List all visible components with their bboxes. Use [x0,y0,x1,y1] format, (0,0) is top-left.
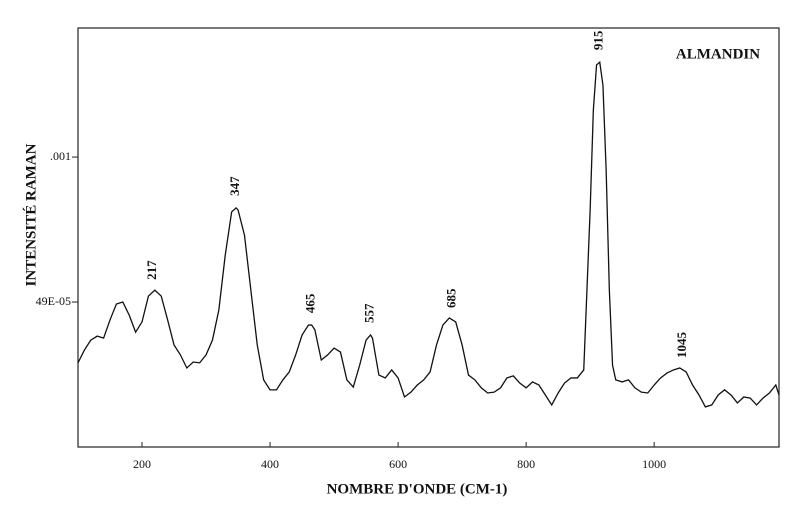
spectrum-line [77,60,780,408]
x-axis-label: NOMBRE D'ONDE (CM-1) [327,481,508,497]
peak-label: 1045 [674,331,689,358]
x-tick-label: 1000 [642,457,666,471]
peak-label: 347 [227,176,242,196]
plot-frame [77,27,780,448]
peak-label: 217 [144,260,159,280]
y-axis-label: INTENSITÉ RAMAN [22,143,39,286]
peak-label: 915 [591,30,606,50]
peak-label: 557 [362,303,377,323]
x-tick-label: 800 [517,457,535,471]
peak-label: 465 [303,293,318,313]
y-tick-label: 49E-05 [36,294,71,308]
chart-title: ALMANDIN [676,46,760,62]
x-tick-label: 400 [261,457,279,471]
x-tick-label: 200 [133,457,151,471]
y-tick-label: .001 [50,149,71,163]
peak-label: 685 [443,288,458,308]
x-tick-label: 600 [389,457,407,471]
